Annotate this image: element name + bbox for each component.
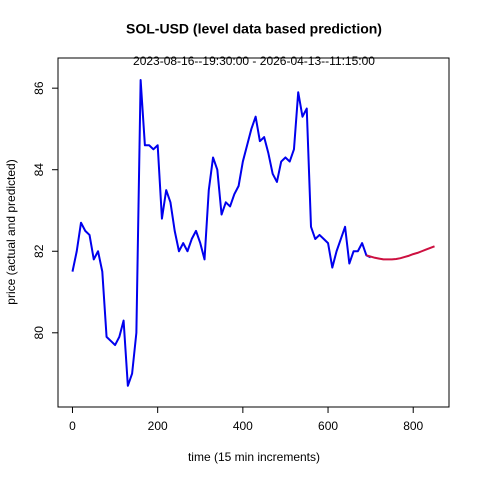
series-line	[71, 79, 372, 387]
x-axis-label: time (15 min increments)	[188, 450, 320, 464]
plot-frame	[57, 57, 450, 408]
x-tick-label: 400	[233, 419, 253, 433]
y-tick-label: 80	[32, 326, 46, 340]
y-tick-label: 86	[32, 81, 46, 95]
series-line	[366, 245, 435, 261]
x-tick-label: 200	[148, 419, 168, 433]
x-tick-label: 0	[69, 419, 76, 433]
y-tick-label: 82	[32, 244, 46, 258]
chart-title: SOL-USD (level data based prediction)	[126, 21, 382, 37]
x-tick-label: 600	[318, 419, 338, 433]
x-tick-label: 800	[403, 419, 423, 433]
y-tick-label: 84	[32, 163, 46, 177]
chart-subtitle: 2023-08-16--19:30:00 - 2026-04-13--11:15…	[133, 54, 375, 68]
y-axis-label: price (actual and predicted)	[4, 159, 18, 304]
